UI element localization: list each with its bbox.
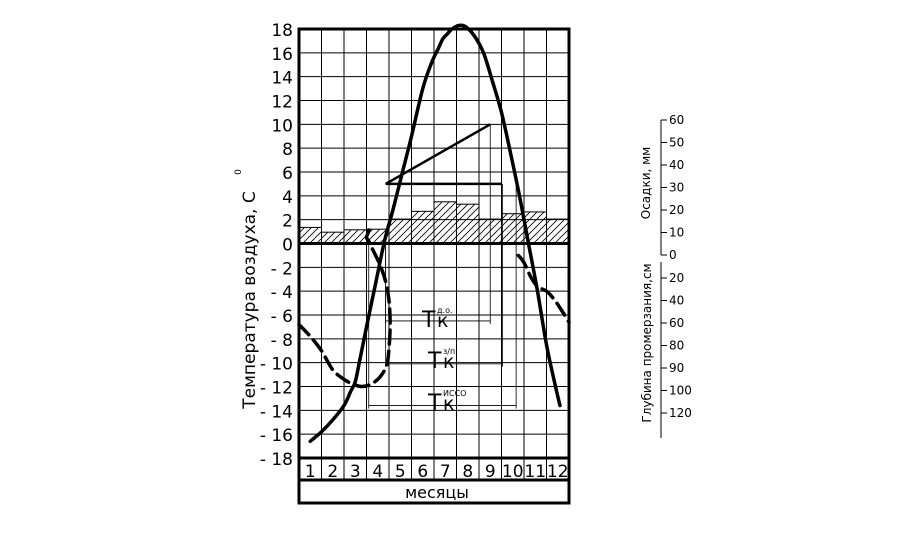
tk-label-main: Т: [427, 391, 442, 416]
frost-tick-label: 60: [669, 316, 684, 330]
precip-bar: [433, 201, 457, 245]
y-tick-label: - 16: [260, 426, 293, 446]
tk-label-main: Т: [427, 349, 442, 374]
y-axis-label-degree: 0: [234, 169, 244, 175]
y-axis-title: Температура воздуха, С 0: [234, 169, 260, 410]
precip-tick-label: 60: [669, 113, 684, 127]
y-tick-label: 2: [282, 212, 293, 232]
temperature-curves: [297, 23, 571, 444]
x-tick-label: 9: [485, 462, 496, 482]
x-tick-label: 12: [547, 462, 569, 482]
precip-tick-label: 0: [669, 248, 677, 262]
precip-tick-label: 20: [669, 203, 684, 217]
y-tick-label: 16: [271, 45, 293, 65]
precip-tick-label: 10: [669, 226, 684, 240]
x-tick-label: 2: [327, 462, 338, 482]
precip-bar: [501, 213, 525, 244]
x-tick-label: 6: [417, 462, 428, 482]
x-tick-label: 3: [350, 462, 361, 482]
frost-depth-curve: [297, 222, 392, 389]
precip-bar: [388, 218, 412, 244]
y-tick-label: - 8: [271, 331, 293, 351]
y-tick-label: 6: [282, 164, 293, 184]
precip-bar: [456, 203, 480, 245]
temperature-curve: [308, 23, 562, 444]
precip-bar: [321, 231, 345, 245]
tk-label-main: Т: [421, 308, 436, 333]
y-tick-label: 18: [271, 21, 293, 41]
right-lower-axis-title: Глубина промерзания,см: [640, 263, 654, 422]
chart-frame: [297, 27, 571, 505]
y-tick-label: - 18: [260, 450, 293, 470]
y-tick-label: - 4: [271, 283, 293, 303]
y-tick-label: 14: [271, 69, 293, 89]
x-tick-label: 8: [462, 462, 473, 482]
y-tick-label: - 14: [260, 402, 293, 422]
x-tick-labels: 1 2 3 4 5 6 7 8 9 10 11 12: [305, 462, 569, 482]
frost-tick-label: 100: [669, 384, 692, 398]
x-tick-label: 1: [305, 462, 316, 482]
y-tick-label: - 12: [260, 379, 293, 399]
x-tick-label: 11: [524, 462, 546, 482]
precip-bar: [546, 218, 570, 244]
precipitation-axis-label: Осадки, мм: [639, 147, 653, 219]
x-tick-label: 4: [372, 462, 383, 482]
tk-label-sup: д.о.: [437, 306, 453, 315]
precip-bar: [411, 210, 435, 244]
outer-frame: [297, 27, 571, 505]
precip-bar: [298, 226, 322, 245]
y-axis-label: Температура воздуха, С: [240, 191, 260, 409]
frost-tick-label: 40: [669, 294, 684, 308]
tk-label-sup: ИССО: [443, 389, 466, 398]
tk-label-sub: к: [443, 351, 454, 373]
frost-depth-axis-label: Глубина промерзания,см: [640, 263, 654, 422]
frost-tick-label: 80: [669, 339, 684, 353]
x-tick-label: 10: [502, 462, 524, 482]
tk-label-sub: к: [443, 393, 454, 415]
frost-tick-label: 120: [669, 406, 692, 420]
y-tick-label: - 10: [260, 355, 293, 375]
precip-tick-label: 30: [669, 181, 684, 195]
x-tick-label: 5: [395, 462, 406, 482]
y-tick-label: 8: [282, 140, 293, 160]
precip-tick-label: 50: [669, 136, 684, 150]
y-tick-labels: 18 16 14 12 10 8 6 4 2 0 - 2 - 4 - 6 - 8 - 10 - 12 - 14 -…: [260, 21, 293, 470]
frost-tick-label: 90: [669, 361, 684, 375]
tk-label-sub: к: [437, 310, 448, 332]
precip-bar: [343, 229, 367, 245]
y-tick-label: 4: [282, 188, 293, 208]
x-tick-label: 7: [440, 462, 451, 482]
y-tick-label: 10: [271, 116, 293, 136]
y-tick-label: 0: [282, 236, 293, 256]
x-axis-label: месяцы: [405, 483, 469, 502]
precip-tick-label: 40: [669, 158, 684, 172]
y-tick-label: 12: [271, 93, 293, 113]
y-tick-label: - 6: [271, 307, 293, 327]
tk-label-sup: з/п: [443, 347, 455, 356]
frost-tick-label: 20: [669, 271, 684, 285]
frost-depth-curve: [516, 253, 571, 324]
y-tick-label: - 2: [271, 259, 293, 279]
right-upper-axis-title: Осадки, мм: [639, 147, 653, 219]
